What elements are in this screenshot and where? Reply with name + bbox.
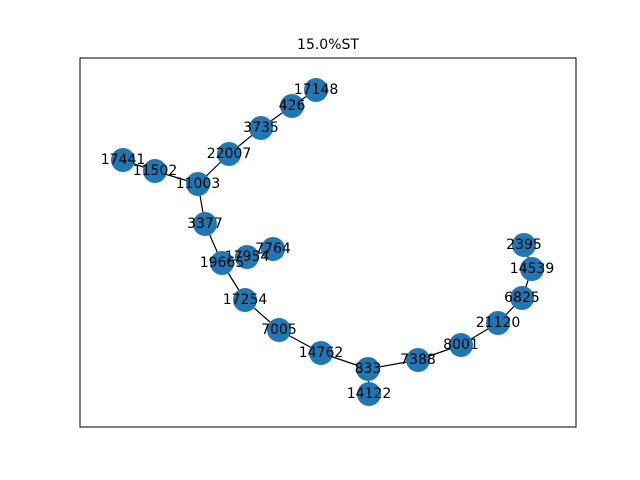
node-label: 8001: [443, 337, 479, 353]
graph-node: [235, 245, 259, 269]
graph-node: [512, 233, 536, 257]
graph-node: [510, 286, 534, 310]
node-label: 17254: [223, 292, 268, 308]
graph-node: [249, 116, 273, 140]
graph-node: [449, 333, 473, 357]
node-label: 7388: [400, 352, 436, 368]
node-label: 17954: [225, 249, 270, 265]
nodes-layer: [111, 78, 544, 406]
node-label: 3735: [243, 120, 279, 136]
node-label: 7764: [255, 241, 291, 257]
graph-node: [217, 142, 241, 166]
plot-frame: [79, 57, 577, 428]
node-label: 17441: [101, 152, 146, 168]
node-label: 6825: [504, 290, 540, 306]
node-label: 14122: [347, 386, 392, 402]
node-label: 17148: [294, 82, 339, 98]
node-label: 11502: [133, 163, 178, 179]
graph-node: [356, 357, 380, 381]
node-label: 11003: [176, 176, 221, 192]
node-label: 21120: [476, 315, 521, 331]
node-label: 2395: [506, 237, 542, 253]
graph-node: [111, 148, 135, 172]
graph-node: [193, 212, 217, 236]
graph-node: [143, 159, 167, 183]
node-label: 3377: [187, 216, 223, 232]
graph-node: [486, 311, 510, 335]
graph-node: [261, 237, 285, 261]
graph-node: [304, 78, 328, 102]
graph-node: [520, 257, 544, 281]
graph-node: [309, 341, 333, 365]
node-label: 7005: [261, 322, 297, 338]
graph-node: [280, 94, 304, 118]
graph-node: [357, 382, 381, 406]
node-label: 14762: [299, 345, 344, 361]
node-label: 19665: [200, 255, 245, 271]
node-label: 833: [355, 361, 382, 377]
node-label: 426: [279, 98, 306, 114]
graph-node: [186, 172, 210, 196]
graph-node: [233, 288, 257, 312]
graph-node: [210, 251, 234, 275]
graph-node: [406, 348, 430, 372]
graph-node: [267, 318, 291, 342]
node-label: 22007: [207, 146, 252, 162]
figure-title: 15.0%ST: [297, 37, 359, 53]
node-label: 14539: [510, 261, 555, 277]
